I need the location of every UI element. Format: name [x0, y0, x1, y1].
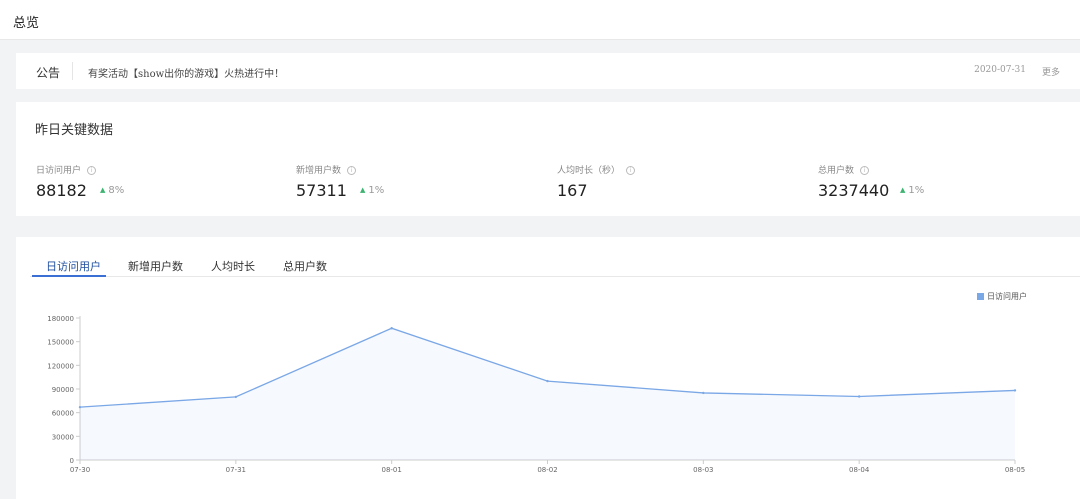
trend-up-icon: ▲ — [100, 186, 106, 194]
notice-date: 2020-07-31 — [974, 65, 1026, 75]
active-tab-indicator — [32, 275, 106, 277]
x-tick-label: 07-31 — [226, 466, 246, 474]
chart-legend[interactable]: 日访问用户 — [977, 291, 1027, 302]
metric-total-users: 总用户数 i 3237440 ▲ 1% — [818, 162, 1058, 206]
notice-bar: 公告 有奖活动【show出你的游戏】火热进行中！ 2020-07-31 更多 — [16, 53, 1080, 89]
data-point — [857, 395, 861, 398]
line-chart: 0 30000 60000 90000 120000 150000 180000 07-30 0… — [47, 315, 1025, 474]
y-tick-label: 120000 — [47, 362, 74, 370]
trend-up-icon: ▲ — [900, 186, 906, 194]
key-data-title: 昨日关键数据 — [35, 123, 114, 138]
trend-value: 1% — [908, 185, 925, 196]
x-tick-label: 08-01 — [381, 466, 401, 474]
data-point — [1013, 389, 1017, 392]
metric-value: 57311 — [296, 181, 347, 200]
key-data-card: 昨日关键数据 日访问用户 i 88182 ▲ 8% 新增用户数 i 57311 ▲ 1%… — [16, 102, 1080, 216]
notice-divider — [72, 62, 73, 80]
metric-avg-duration: 人均时长（秒） i 167 — [557, 162, 797, 206]
metric-daily-visitors: 日访问用户 i 88182 ▲ 8% — [36, 162, 276, 206]
metric-trend: ▲ 8% — [100, 185, 124, 196]
y-tick-label: 150000 — [47, 339, 74, 347]
data-point — [390, 327, 393, 330]
y-tick-label: 30000 — [52, 433, 74, 441]
metric-value: 167 — [557, 181, 588, 200]
trend-value: 8% — [108, 185, 125, 196]
metric-trend: ▲ 1% — [900, 185, 924, 196]
x-tick-label: 08-03 — [693, 466, 713, 474]
trend-value: 1% — [368, 185, 385, 196]
notice-text[interactable]: 有奖活动【show出你的游戏】火热进行中！ — [88, 69, 285, 80]
tab-new-users[interactable]: 新增用户数 — [128, 260, 183, 273]
series-area — [80, 328, 1015, 460]
x-tick-label: 08-04 — [849, 466, 870, 474]
top-bar: 总览 — [0, 0, 1080, 40]
info-icon[interactable]: i — [87, 166, 97, 175]
chart-card: 日访问用户 新增用户数 人均时长 总用户数 日访问用户 0 30000 60000 9… — [16, 237, 1080, 499]
data-point — [78, 405, 82, 409]
y-tick-label: 60000 — [52, 410, 74, 418]
metric-value: 88182 — [36, 181, 87, 200]
tab-avg-duration[interactable]: 人均时长 — [211, 260, 255, 273]
info-icon[interactable]: i — [347, 166, 357, 175]
metric-new-users: 新增用户数 i 57311 ▲ 1% — [296, 162, 536, 206]
x-tick-label: 07-30 — [70, 466, 90, 474]
legend-label: 日访问用户 — [987, 292, 1027, 301]
data-point — [546, 379, 549, 383]
notice-more-link[interactable]: 更多 — [1041, 68, 1060, 78]
metric-label: 新增用户数 — [296, 166, 342, 176]
metric-label: 日访问用户 — [36, 166, 82, 176]
y-tick-label: 0 — [70, 457, 74, 465]
metric-trend: ▲ 1% — [360, 185, 384, 196]
data-point — [234, 395, 238, 399]
page-title: 总览 — [13, 16, 40, 31]
y-tick-label: 180000 — [47, 315, 74, 323]
info-icon[interactable]: i — [860, 166, 870, 175]
y-tick-label: 90000 — [52, 386, 74, 394]
data-point — [702, 391, 705, 395]
info-icon[interactable]: i — [626, 166, 636, 175]
notice-label: 公告 — [36, 66, 61, 80]
tab-daily-visitors[interactable]: 日访问用户 — [46, 260, 101, 273]
x-tick-label: 08-02 — [537, 466, 557, 474]
tab-total-users[interactable]: 总用户数 — [283, 260, 327, 273]
metric-label: 总用户数 — [818, 166, 855, 176]
chart-tabs: 日访问用户 新增用户数 人均时长 总用户数 — [30, 237, 1080, 277]
legend-swatch — [977, 293, 984, 300]
trend-up-icon: ▲ — [360, 186, 366, 194]
metric-value: 3237440 — [818, 181, 890, 200]
metric-label: 人均时长（秒） — [557, 166, 621, 176]
x-tick-label: 08-05 — [1005, 466, 1025, 474]
